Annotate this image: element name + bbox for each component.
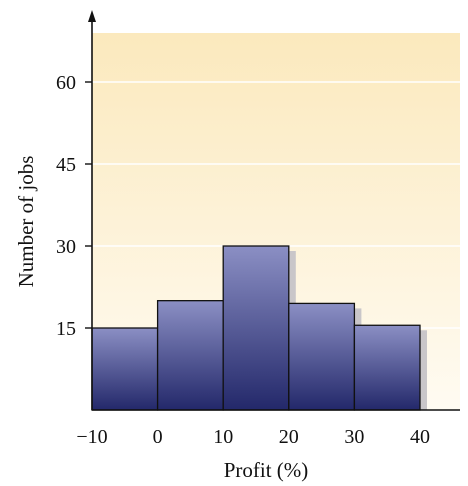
- y-tick-label: 30: [56, 236, 76, 258]
- x-tick-label: 20: [279, 426, 299, 448]
- histogram-bar: [288, 302, 356, 411]
- x-tick-labels: −10 0 10 20 30 40: [76, 426, 430, 448]
- bars: [91, 245, 421, 411]
- x-axis-title: Profit (%): [224, 458, 309, 482]
- y-tick-label: 15: [56, 318, 76, 340]
- x-tick-label: 40: [410, 426, 430, 448]
- histogram-bar: [222, 245, 290, 411]
- x-tick-label: 0: [153, 426, 163, 448]
- histogram-bar: [353, 324, 421, 411]
- x-tick-label: −10: [76, 426, 107, 448]
- y-tick-label: 45: [56, 154, 76, 176]
- axes: [88, 10, 460, 411]
- x-tick-label: 30: [344, 426, 364, 448]
- y-tick-labels: 15 30 45 60: [56, 72, 92, 340]
- x-tick-label: 10: [213, 426, 233, 448]
- y-tick-label: 60: [56, 72, 76, 94]
- y-axis-arrow: [88, 10, 96, 22]
- histogram-bar: [156, 300, 224, 411]
- histogram-bar: [91, 327, 159, 411]
- y-axis-title: Number of jobs: [14, 156, 38, 288]
